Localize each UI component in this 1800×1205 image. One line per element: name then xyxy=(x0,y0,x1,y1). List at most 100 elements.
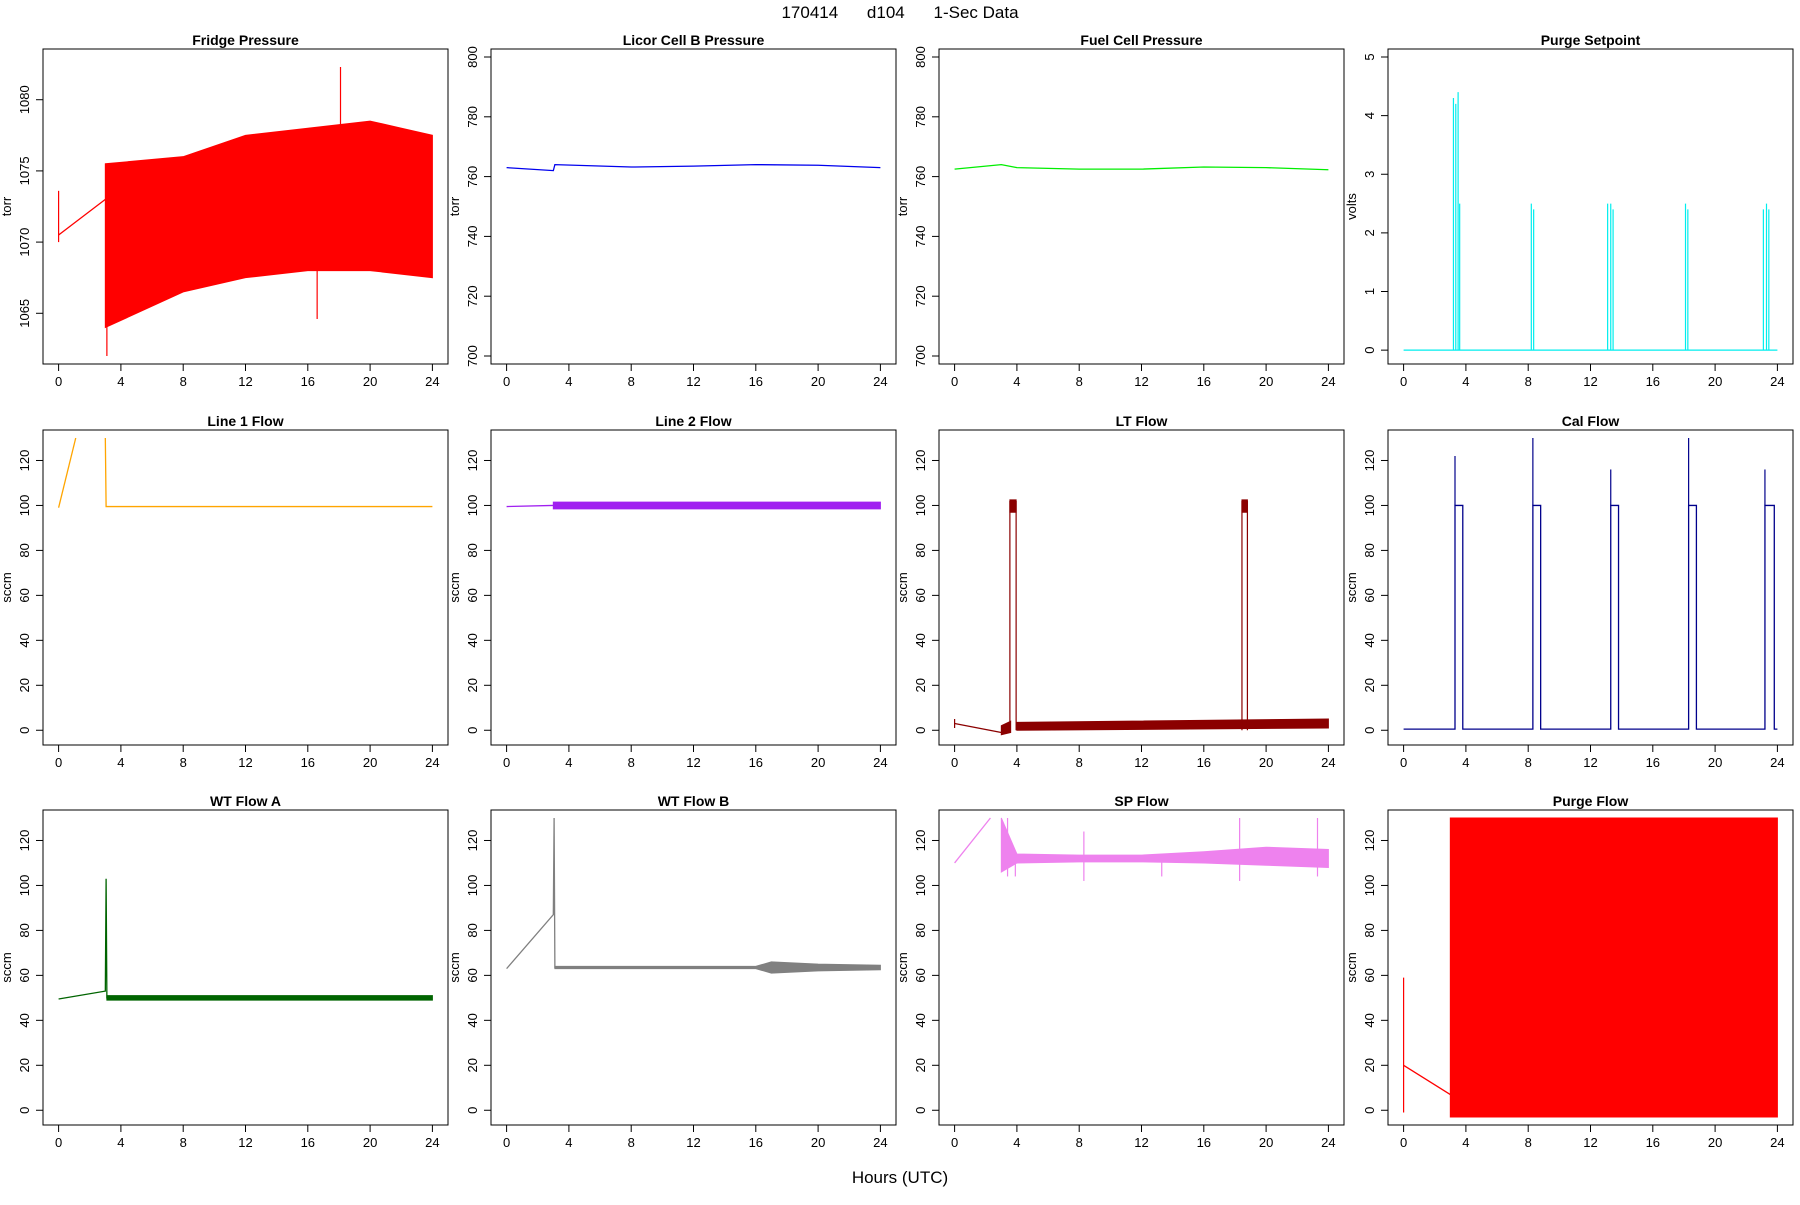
panel-7: Cal Flow 0 4 8 12 16 20 24 0 20 40 60 80 100 120 sccm xyxy=(1344,413,1794,770)
y-tick-label: 80 xyxy=(1362,543,1377,557)
data-layer xyxy=(57,66,433,356)
y-tick-label: 40 xyxy=(913,1013,928,1027)
y-tick-label: 60 xyxy=(17,968,32,982)
y-axis-label: volts xyxy=(1344,193,1359,220)
x-tick-label: 12 xyxy=(238,1135,252,1150)
plot-frame xyxy=(1387,429,1794,746)
panel-8: WT Flow A 0 4 8 12 16 20 24 0 20 40 60 80 100 120 sccm xyxy=(0,793,449,1150)
y-tick-label: 60 xyxy=(17,588,32,602)
y-tick-label: 0 xyxy=(1362,347,1377,354)
x-tick-label: 20 xyxy=(1259,374,1273,389)
x-tick-label: 16 xyxy=(301,1135,315,1150)
y-tick-label: 0 xyxy=(465,1107,480,1114)
x-tick-label: 12 xyxy=(1134,755,1148,770)
data-layer xyxy=(954,163,1329,171)
y-tick-label: 60 xyxy=(465,968,480,982)
y-tick-label: 80 xyxy=(17,923,32,937)
y-tick-label: 40 xyxy=(17,1013,32,1027)
x-tick-label: 0 xyxy=(55,755,62,770)
y-tick-label: 740 xyxy=(465,226,480,248)
x-tick-label: 16 xyxy=(749,374,763,389)
noise-band xyxy=(1000,817,1329,873)
y-axis-label: sccm xyxy=(0,952,14,982)
y-tick-label: 60 xyxy=(1362,968,1377,982)
x-tick-label: 12 xyxy=(1583,374,1597,389)
x-tick-label: 24 xyxy=(1770,374,1784,389)
x-tick-label: 16 xyxy=(301,755,315,770)
resolution-label: 1-Sec Data xyxy=(933,3,1019,22)
y-tick-label: 80 xyxy=(1362,923,1377,937)
x-tick-label: 0 xyxy=(1400,755,1407,770)
series-line xyxy=(1403,1064,1451,1096)
x-tick-label: 12 xyxy=(686,755,700,770)
x-tick-label: 24 xyxy=(873,1135,887,1150)
y-tick-label: 40 xyxy=(1362,1013,1377,1027)
plot-frame xyxy=(490,48,897,365)
y-tick-label: 20 xyxy=(913,1058,928,1072)
y-tick-label: 100 xyxy=(913,875,928,897)
x-tick-label: 4 xyxy=(117,755,124,770)
panel-title: Fuel Cell Pressure xyxy=(1080,32,1202,48)
y-tick-label: 40 xyxy=(913,633,928,647)
panel-title: Line 2 Flow xyxy=(655,413,731,429)
y-tick-label: 80 xyxy=(465,543,480,557)
y-tick-label: 760 xyxy=(465,166,480,188)
y-tick-label: 80 xyxy=(913,923,928,937)
x-tick-label: 8 xyxy=(1525,755,1532,770)
x-tick-label: 20 xyxy=(811,755,825,770)
y-axis-label: torr xyxy=(447,196,462,216)
x-tick-label: 20 xyxy=(811,1135,825,1150)
x-tick-label: 12 xyxy=(238,755,252,770)
panel-11: Purge Flow 0 4 8 12 16 20 24 0 20 40 60 80 100 120 sccm xyxy=(1344,793,1794,1150)
x-tick-label: 4 xyxy=(1462,755,1469,770)
y-tick-label: 780 xyxy=(913,106,928,128)
data-layer xyxy=(953,499,1329,736)
y-tick-label: 100 xyxy=(465,495,480,517)
series-line xyxy=(954,817,991,864)
x-tick-label: 12 xyxy=(686,374,700,389)
y-tick-label: 120 xyxy=(1362,830,1377,852)
series-line xyxy=(58,878,433,1000)
y-tick-label: 1070 xyxy=(17,228,32,257)
date-label: 170414 xyxy=(781,3,839,22)
panel-title: Line 1 Flow xyxy=(207,413,283,429)
plot-frame xyxy=(42,429,449,746)
x-tick-label: 20 xyxy=(1708,374,1722,389)
x-tick-label: 24 xyxy=(1321,374,1335,389)
noise-band xyxy=(552,501,881,510)
x-tick-label: 8 xyxy=(180,755,187,770)
panel-title: LT Flow xyxy=(1116,413,1168,429)
noise-band xyxy=(1009,499,1017,513)
x-tick-label: 4 xyxy=(565,374,572,389)
y-tick-label: 80 xyxy=(17,543,32,557)
x-tick-label: 8 xyxy=(628,755,635,770)
x-tick-label: 8 xyxy=(1076,1135,1083,1150)
x-tick-label: 8 xyxy=(1076,755,1083,770)
y-tick-label: 20 xyxy=(913,678,928,692)
data-layer xyxy=(954,817,1329,881)
panel-title: SP Flow xyxy=(1114,793,1168,809)
y-tick-label: 0 xyxy=(465,727,480,734)
y-tick-label: 80 xyxy=(913,543,928,557)
y-tick-label: 0 xyxy=(913,727,928,734)
series-line xyxy=(954,722,1002,734)
y-tick-label: 0 xyxy=(17,727,32,734)
x-tick-label: 4 xyxy=(117,374,124,389)
noise-band xyxy=(1449,817,1778,1118)
y-tick-label: 120 xyxy=(913,830,928,852)
panel-4: Line 1 Flow 0 4 8 12 16 20 24 0 20 40 60 80 100 120 scc… xyxy=(0,413,449,770)
y-tick-label: 0 xyxy=(1362,1107,1377,1114)
panel-title: Licor Cell B Pressure xyxy=(623,32,765,48)
panel-2: Fuel Cell Pressure 0 4 8 12 16 20 24 700 720 740 76… xyxy=(895,32,1345,389)
x-tick-label: 24 xyxy=(1770,1135,1784,1150)
x-tick-label: 16 xyxy=(1197,374,1211,389)
plot-frame xyxy=(938,429,1345,746)
x-tick-label: 12 xyxy=(1583,755,1597,770)
panel-6: LT Flow 0 4 8 12 16 20 24 0 20 40 60 80 100 120 sccm xyxy=(895,413,1345,770)
data-layer xyxy=(57,437,433,508)
x-tick-label: 24 xyxy=(1321,755,1335,770)
series-line xyxy=(506,163,881,172)
y-tick-label: 100 xyxy=(17,875,32,897)
